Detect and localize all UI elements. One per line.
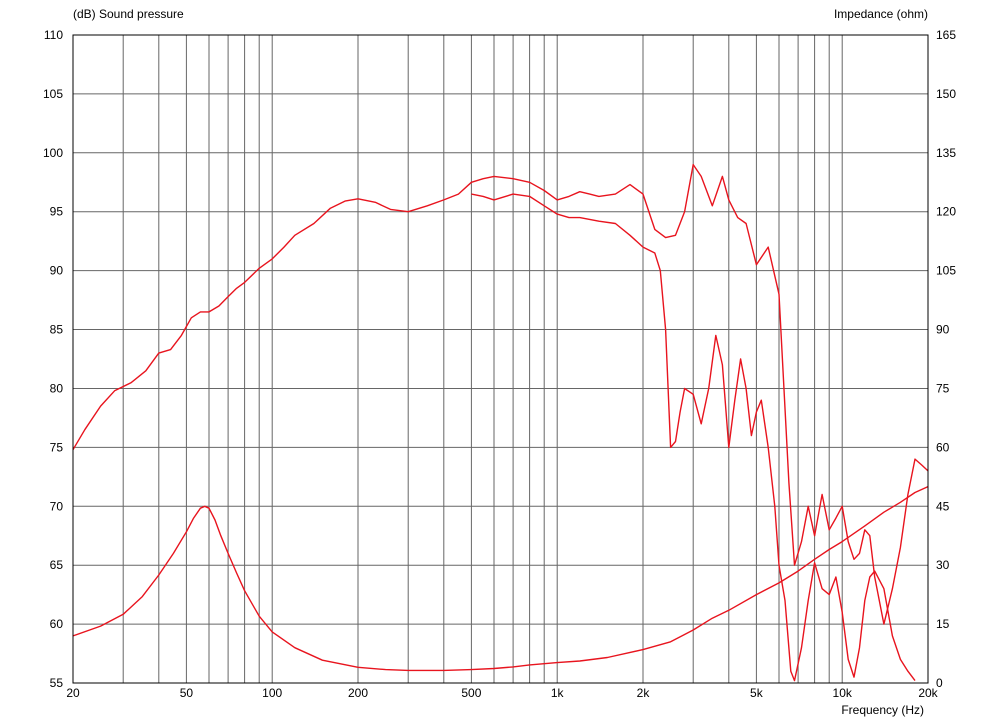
right-axis-tick-label: 15 [936, 617, 950, 631]
tick-label-layer: 55 60 65 70 75 80 85 90 95 100 105 110 0 15 30 45 60 75 90… [43, 28, 956, 700]
right-axis-title: Impedance (ohm) [834, 7, 928, 21]
plot-frame [72, 34, 929, 684]
left-axis-tick-label: 75 [50, 440, 64, 454]
right-axis-tick-label: 60 [936, 440, 950, 454]
right-axis-tick-label: 0 [936, 676, 943, 690]
left-axis-tick-label: 80 [50, 381, 64, 395]
x-axis-tick-label: 10k [833, 686, 853, 700]
x-axis-tick-label: 1k [551, 686, 565, 700]
impedance-curve [72, 485, 929, 672]
left-axis-tick-label: 110 [44, 28, 63, 42]
right-axis-tick-label: 90 [936, 323, 950, 337]
right-axis-tick-label: 165 [936, 28, 956, 42]
left-axis-tick-label: 60 [50, 617, 64, 631]
x-axis-tick-label: 200 [348, 686, 368, 700]
left-axis-tick-label: 105 [43, 87, 63, 101]
spl-curve-1 [72, 163, 929, 625]
right-axis-tick-label: 45 [936, 499, 950, 513]
x-axis-tick-label: 20k [918, 686, 938, 700]
curve-layer [72, 163, 929, 682]
x-axis-tick-label: 100 [262, 686, 282, 700]
grid-layer [73, 35, 928, 683]
left-axis-tick-label: 65 [50, 558, 64, 572]
left-axis-tick-label: 55 [50, 676, 64, 690]
spl-curve-2 [471, 193, 916, 682]
right-axis-tick-label: 30 [936, 558, 950, 572]
x-axis-title: Frequency (Hz) [841, 703, 924, 717]
left-axis-tick-label: 90 [50, 264, 64, 278]
right-axis-tick-label: 75 [936, 381, 950, 395]
x-axis-tick-label: 500 [461, 686, 481, 700]
right-axis-tick-label: 150 [936, 87, 956, 101]
right-axis-tick-label: 120 [936, 205, 956, 219]
left-axis-tick-label: 100 [43, 146, 63, 160]
right-axis-tick-label: 135 [936, 146, 956, 160]
x-axis-tick-label: 5k [750, 686, 764, 700]
x-axis-tick-label: 50 [180, 686, 194, 700]
x-axis-tick-label: 2k [637, 686, 651, 700]
left-axis-tick-label: 85 [50, 323, 64, 337]
left-axis-title: (dB) Sound pressure [73, 7, 184, 21]
x-axis-tick-label: 20 [66, 686, 80, 700]
right-axis-tick-label: 105 [936, 264, 956, 278]
left-axis-tick-label: 95 [50, 205, 64, 219]
left-axis-tick-label: 70 [50, 499, 64, 513]
